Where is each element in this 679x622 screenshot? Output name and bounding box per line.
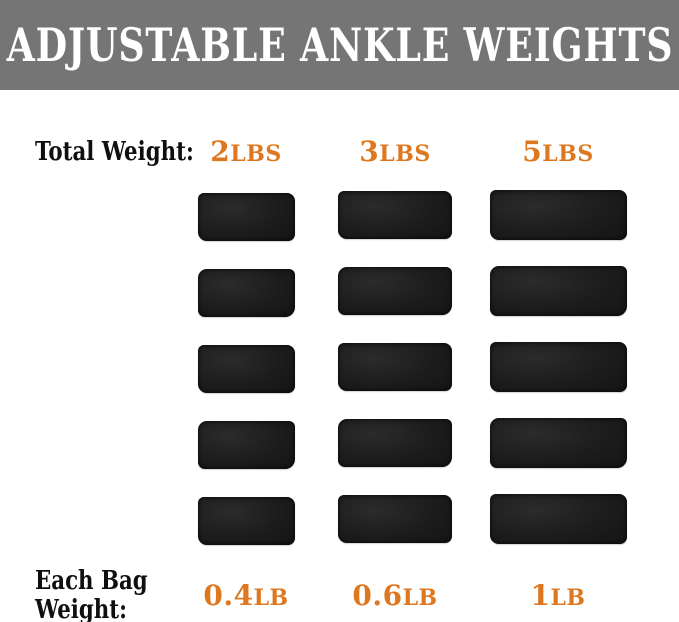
title-banner: ADJUSTABLE ANKLE WEIGHTS (0, 0, 679, 90)
weight-bag (198, 421, 295, 469)
weight-bag (198, 497, 295, 545)
weight-bag (338, 191, 452, 239)
each-bag-unit: LB (253, 585, 289, 611)
weight-bag (198, 193, 295, 241)
total-weight-unit: LBS (379, 141, 431, 167)
weight-bag (490, 418, 627, 468)
weight-bag (338, 267, 452, 315)
total-weight-label-text: Total Weight: (35, 137, 194, 167)
each-bag-weight-value-col3: 1LB (478, 581, 638, 613)
total-weight-unit: LBS (230, 141, 282, 167)
weight-bag (198, 345, 295, 393)
each-bag-number: 1 (530, 579, 551, 612)
total-weight-value-col2: 3LBS (315, 137, 475, 169)
total-weight-unit: LBS (542, 141, 594, 167)
bag-column-2lbs (198, 193, 295, 545)
each-bag-weight-label: Each Bag Weight: (35, 567, 172, 622)
weight-bag (338, 495, 452, 543)
bag-column-3lbs (338, 191, 452, 543)
each-bag-number: 0.4 (203, 579, 254, 612)
total-weight-number: 3 (359, 135, 380, 168)
total-weight-label: Total Weight: (35, 138, 229, 167)
total-weight-number: 2 (210, 135, 231, 168)
weight-bag (490, 342, 627, 392)
weight-bag (490, 266, 627, 316)
weight-bag (338, 343, 452, 391)
each-bag-label-line2: Weight: (35, 595, 128, 622)
total-weight-number: 5 (522, 135, 543, 168)
each-bag-unit: LB (402, 585, 438, 611)
each-bag-number: 0.6 (352, 579, 403, 612)
weight-bag (490, 190, 627, 240)
each-bag-weight-value-col1: 0.4LB (166, 581, 326, 613)
each-bag-label-line1: Each Bag (35, 566, 148, 596)
weight-bag (490, 494, 627, 544)
each-bag-unit: LB (550, 585, 586, 611)
weight-bag (338, 419, 452, 467)
total-weight-value-col1: 2LBS (166, 137, 326, 169)
page-title: ADJUSTABLE ANKLE WEIGHTS (6, 18, 673, 72)
weight-bag (198, 269, 295, 317)
bag-column-5lbs (490, 190, 627, 544)
each-bag-weight-value-col2: 0.6LB (315, 581, 475, 613)
total-weight-value-col3: 5LBS (478, 137, 638, 169)
